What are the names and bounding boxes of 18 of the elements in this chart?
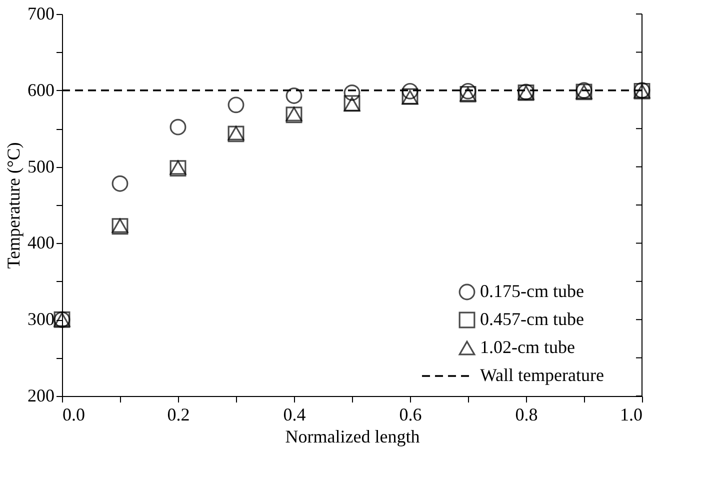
x-tick-label: 0.4 [283, 404, 306, 424]
y-tick-label: 700 [28, 4, 54, 24]
y-tick-label: 400 [28, 232, 54, 253]
x-tick-label: 1.0 [620, 404, 642, 424]
legend-label: 1.02-cm tube [480, 337, 575, 357]
y-axis-title: Temperature (°C) [4, 142, 24, 269]
y-tick-label: 600 [28, 80, 54, 100]
y-tick-label: 300 [28, 309, 54, 330]
x-tick-label: 0.0 [62, 404, 85, 424]
y-tick-label: 200 [28, 386, 54, 406]
legend-label: 0.457-cm tube [480, 309, 584, 329]
x-axis-title: Normalized length [285, 426, 420, 446]
legend-label: 0.175-cm tube [480, 281, 584, 301]
x-tick-label: 0.8 [515, 404, 538, 424]
x-tick-label: 0.2 [167, 404, 190, 424]
x-tick-label: 0.6 [399, 404, 422, 424]
legend-label: Wall temperature [480, 365, 604, 385]
y-tick-label: 500 [28, 156, 54, 176]
